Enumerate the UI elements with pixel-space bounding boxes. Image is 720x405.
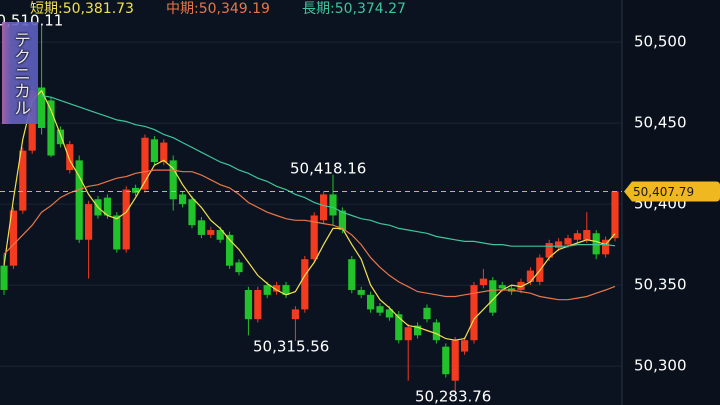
moving-average-line — [41, 95, 616, 247]
candle-body — [432, 322, 440, 341]
candle-body — [367, 294, 375, 310]
candle-body — [273, 285, 281, 292]
candle-body — [47, 100, 55, 156]
y-tick-label: 50,300 — [634, 357, 687, 375]
candle-body — [301, 259, 309, 310]
candle-body — [329, 194, 337, 216]
candle-body — [132, 187, 140, 193]
current-price-box — [624, 181, 720, 202]
candle-body — [150, 139, 158, 162]
current-price-label: 50,407.79 — [633, 185, 694, 199]
candle-body — [470, 285, 478, 341]
candle-body — [9, 210, 17, 266]
candle-body — [357, 289, 365, 295]
candle-body — [216, 230, 224, 240]
legend: 短期:50,381.73 中期:50,349.19 長期:50,374.27 — [30, 1, 406, 17]
legend-entry: 中期:50,349.19 — [166, 1, 270, 17]
candle-body — [0, 265, 8, 290]
candle-body — [461, 340, 469, 352]
candle-body — [75, 160, 83, 240]
y-tick-label: 50,500 — [634, 33, 687, 51]
candle-body — [385, 309, 393, 318]
candle-body — [291, 309, 299, 320]
price-annotation: 50,315.56 — [253, 338, 329, 356]
candle-body — [442, 346, 450, 375]
candle-body — [197, 220, 205, 235]
candle-body — [19, 150, 27, 211]
technical-tab[interactable]: テクニカル — [2, 22, 38, 124]
candle-body — [207, 230, 215, 235]
candle-body — [254, 289, 262, 320]
candle-body — [226, 234, 234, 266]
y-tick-label: 50,350 — [634, 276, 687, 294]
candle-body — [602, 239, 610, 255]
candle-body — [395, 314, 403, 341]
candle-body — [122, 189, 130, 250]
candle-body — [310, 215, 318, 260]
candle-body — [338, 210, 346, 231]
axis-panel — [622, 0, 720, 405]
candle-body — [85, 204, 93, 240]
candle-body — [451, 340, 459, 381]
price-annotation: 50,283.76 — [415, 388, 491, 405]
candle-body — [404, 327, 412, 341]
candle-body — [141, 137, 149, 190]
candle-body — [526, 270, 534, 282]
candle-body — [113, 215, 121, 250]
plot-area — [0, 25, 619, 393]
candle-body — [169, 160, 177, 200]
candle-body — [160, 142, 168, 162]
candle-body — [479, 278, 487, 286]
candle-body — [555, 241, 563, 248]
candle-body — [423, 307, 431, 320]
candle-body — [489, 280, 497, 313]
candle-body — [179, 194, 187, 205]
candle-body — [611, 191, 619, 239]
candle-body — [38, 87, 46, 128]
candle-body — [376, 306, 384, 313]
candle-body — [583, 230, 591, 240]
candle-body — [517, 281, 525, 290]
candle-body — [592, 233, 600, 255]
y-tick-label: 50,450 — [634, 114, 687, 132]
legend-entry: 長期:50,374.27 — [302, 1, 406, 17]
candle-body — [282, 285, 290, 295]
candle-body — [56, 129, 64, 145]
candle-body — [498, 285, 506, 289]
candle-body — [414, 325, 422, 336]
price-annotation: 50,418.16 — [290, 160, 366, 178]
candle-body — [244, 289, 252, 320]
legend-entry: 短期:50,381.73 — [30, 1, 134, 17]
candle-body — [573, 233, 581, 240]
candle-body — [348, 259, 356, 290]
candle-body — [545, 243, 553, 258]
moving-average-line — [3, 169, 616, 301]
candle-body — [103, 197, 111, 216]
candle-body — [263, 285, 271, 295]
candle-body — [66, 144, 74, 171]
candle-body — [188, 199, 196, 226]
candle-body — [235, 262, 243, 273]
moving-average-line — [3, 89, 616, 341]
candle-body — [320, 194, 328, 221]
candle-body — [564, 238, 572, 245]
